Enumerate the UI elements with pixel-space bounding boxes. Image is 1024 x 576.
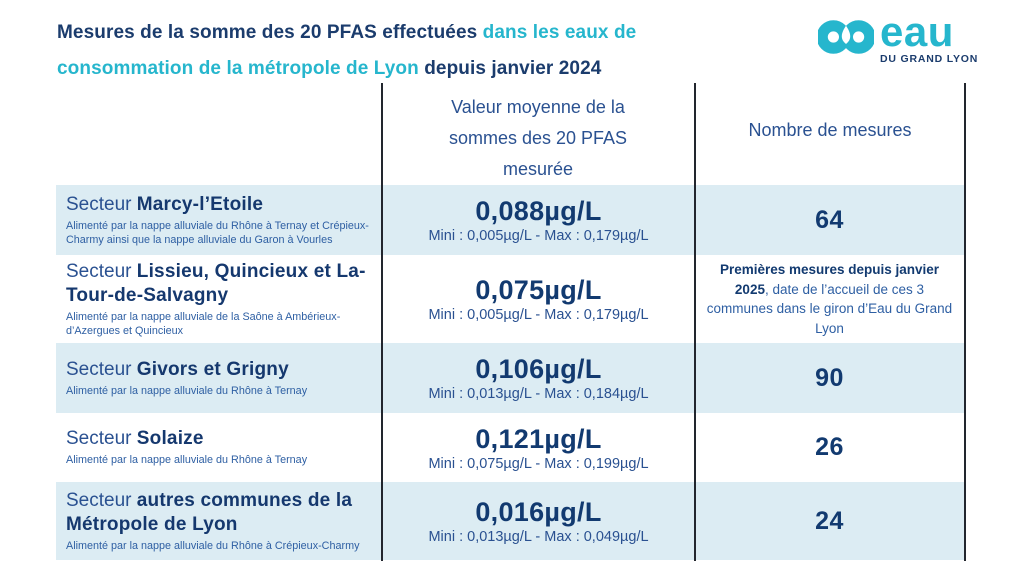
min-max-value: Mini : 0,013µg/L - Max : 0,049µg/L — [428, 529, 649, 545]
table-row-autres-communes: Secteur autres communes de la Métropole … — [56, 482, 964, 560]
table-row-solaize: Secteur Solaize Alimenté par la nappe al… — [56, 413, 964, 482]
table-row-marcy-letoile: Secteur Marcy-l’Etoile Alimenté par la n… — [56, 185, 964, 255]
sector-source-note: Alimenté par la nappe alluviale de la Sa… — [66, 311, 341, 337]
table-row-lissieu-quincieux-salvagny: Secteur Lissieu, Quincieux et La-Tour-de… — [56, 255, 964, 343]
sector-cell: Secteur Givors et Grigny Alimenté par la… — [56, 343, 382, 413]
title-part-navy: Mesures de la somme des 20 PFAS effectué… — [57, 22, 483, 43]
sector-source-note: Alimenté par la nappe alluviale du Rhône… — [66, 454, 308, 467]
count-cell: 26 — [695, 413, 964, 482]
column-divider-1 — [381, 83, 383, 561]
sector-cell: Secteur autres communes de la Métropole … — [56, 482, 382, 560]
value-cell: 0,121µg/L Mini : 0,075µg/L - Max : 0,199… — [382, 413, 695, 482]
average-value: 0,106µg/L — [475, 354, 602, 384]
column-header-average-value: Valeur moyenne de la sommes des 20 PFAS … — [448, 97, 628, 179]
sector-name: Secteur Givors et Grigny — [66, 358, 289, 380]
title-part-cyan: dans les eaux de consommation de la métr… — [57, 22, 637, 79]
value-cell: 0,075µg/L Mini : 0,005µg/L - Max : 0,179… — [382, 255, 695, 343]
sector-name: Secteur Solaize — [66, 428, 204, 450]
value-cell: 0,088µg/L Mini : 0,005µg/L - Max : 0,179… — [382, 185, 695, 255]
table-right-border — [964, 83, 966, 561]
water-knot-icon — [818, 20, 874, 54]
measure-count: 26 — [815, 433, 844, 461]
min-max-value: Mini : 0,075µg/L - Max : 0,199µg/L — [428, 455, 649, 472]
count-cell: 24 — [695, 482, 964, 560]
count-cell: 90 — [695, 343, 964, 413]
eau-du-grand-lyon-logo: eau DU GRAND LYON — [818, 8, 979, 66]
average-value: 0,016µg/L — [475, 497, 602, 527]
logo-brand: eau — [880, 8, 954, 55]
sector-source-note: Alimenté par la nappe alluviale du Rhône… — [66, 384, 308, 397]
average-value: 0,088µg/L — [475, 196, 602, 226]
sector-cell: Secteur Lissieu, Quincieux et La-Tour-de… — [56, 255, 382, 343]
min-max-value: Mini : 0,013µg/L - Max : 0,184µg/L — [428, 386, 649, 402]
sector-cell: Secteur Marcy-l’Etoile Alimenté par la n… — [56, 185, 382, 255]
measure-count: 64 — [815, 205, 844, 234]
value-cell: 0,016µg/L Mini : 0,013µg/L - Max : 0,049… — [382, 482, 695, 560]
average-value: 0,121µg/L — [475, 423, 602, 454]
sector-name: Secteur Marcy-l’Etoile — [66, 194, 264, 215]
measure-count: 90 — [815, 363, 844, 392]
table-row-givors-grigny: Secteur Givors et Grigny Alimenté par la… — [56, 343, 964, 413]
sector-cell: Secteur Solaize Alimenté par la nappe al… — [56, 413, 382, 482]
value-cell: 0,106µg/L Mini : 0,013µg/L - Max : 0,184… — [382, 343, 695, 413]
sector-source-note: Alimenté par la nappe alluviale du Rhône… — [66, 220, 369, 246]
logo-subtitle: DU GRAND LYON — [880, 53, 979, 65]
logo-text: eau DU GRAND LYON — [880, 8, 979, 66]
average-value: 0,075µg/L — [475, 275, 602, 305]
sector-name: Secteur autres communes de la Métropole … — [66, 489, 353, 535]
min-max-value: Mini : 0,005µg/L - Max : 0,179µg/L — [428, 228, 649, 244]
sector-name: Secteur Lissieu, Quincieux et La-Tour-de… — [66, 261, 366, 306]
sector-source-note: Alimenté par la nappe alluviale du Rhône… — [66, 539, 360, 552]
measure-count-note: Premières mesures depuis janvier 2025, d… — [706, 262, 953, 336]
count-cell: 64 — [695, 185, 964, 255]
page-title: Mesures de la somme des 20 PFAS effectué… — [57, 15, 747, 87]
title-part-navy-2: depuis janvier 2024 — [424, 58, 602, 79]
min-max-value: Mini : 0,005µg/L - Max : 0,179µg/L — [428, 307, 649, 323]
measure-count: 24 — [815, 506, 844, 535]
column-divider-2 — [694, 83, 696, 561]
count-cell: Premières mesures depuis janvier 2025, d… — [695, 255, 964, 343]
column-header-measure-count: Nombre de mesures — [748, 120, 912, 140]
